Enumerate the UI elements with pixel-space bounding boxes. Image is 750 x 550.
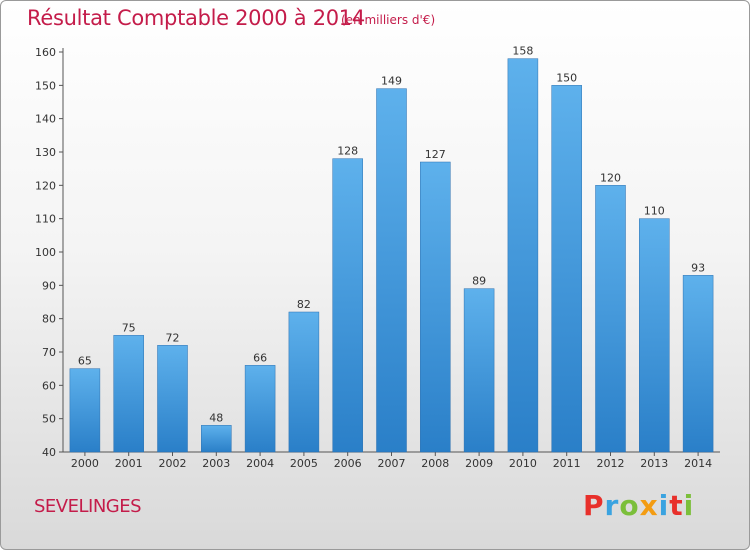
value-label-2005: 82: [297, 298, 311, 311]
bar-2007: [376, 88, 407, 453]
logo-letter: t: [669, 489, 684, 522]
y-tick-label: 50: [42, 413, 56, 426]
value-label-2006: 128: [337, 145, 358, 158]
value-label-2011: 150: [556, 71, 577, 84]
y-tick-label: 100: [35, 246, 56, 259]
logo-letter: r: [604, 489, 620, 522]
x-tick-label-2008: 2008: [421, 457, 449, 470]
value-label-2014: 93: [691, 261, 705, 274]
logo-letter: x: [639, 489, 659, 522]
bar-2012: [595, 185, 626, 453]
x-tick-label-2009: 2009: [465, 457, 493, 470]
y-tick-label: 160: [35, 46, 56, 59]
value-label-2013: 110: [644, 205, 665, 218]
bar-2005: [288, 311, 320, 453]
x-tick-label-2005: 2005: [290, 457, 318, 470]
x-tick-label-2013: 2013: [640, 457, 668, 470]
value-label-2004: 66: [253, 351, 267, 364]
y-tick-label: 40: [42, 446, 56, 459]
value-label-2007: 149: [381, 75, 402, 88]
logo-letter: P: [583, 489, 605, 522]
proxiti-logo: Proxiti: [583, 489, 694, 522]
y-tick-label: 110: [35, 213, 56, 226]
x-tick-label-2001: 2001: [115, 457, 143, 470]
x-tick-label-2000: 2000: [71, 457, 99, 470]
value-label-2001: 75: [122, 321, 136, 334]
y-tick-label: 120: [35, 179, 56, 192]
x-tick-label-2007: 2007: [378, 457, 406, 470]
x-tick-label-2004: 2004: [246, 457, 274, 470]
value-label-2010: 158: [512, 45, 533, 58]
value-label-2000: 65: [78, 355, 92, 368]
chart-title: Résultat Comptable 2000 à 2014: [27, 6, 365, 30]
commune-name: SEVELINGES: [34, 496, 142, 517]
bar-2009: [463, 288, 495, 453]
y-tick-label: 140: [35, 113, 56, 126]
logo-letter: o: [619, 489, 640, 522]
logo-letter: i: [658, 489, 670, 522]
bar-2014: [682, 275, 714, 453]
y-tick-label: 150: [35, 79, 56, 92]
x-tick-label-2006: 2006: [334, 457, 362, 470]
y-tick-label: 90: [42, 279, 56, 292]
y-tick-label: 70: [42, 346, 56, 359]
x-tick-label-2002: 2002: [159, 457, 187, 470]
bar-2013: [639, 218, 670, 453]
y-tick-label: 130: [35, 146, 56, 159]
x-tick-label-2012: 2012: [597, 457, 625, 470]
bar-2002: [157, 345, 188, 453]
logo-letter: i: [683, 489, 695, 522]
value-label-2012: 120: [600, 171, 621, 184]
y-tick-label: 80: [42, 313, 56, 326]
value-label-2003: 48: [209, 411, 223, 424]
y-tick-label: 60: [42, 379, 56, 392]
bar-2006: [332, 158, 363, 453]
x-tick-label-2003: 2003: [202, 457, 230, 470]
value-label-2009: 89: [472, 275, 486, 288]
bar-2003: [201, 425, 232, 453]
bar-2010: [507, 58, 539, 453]
x-tick-label-2011: 2011: [553, 457, 581, 470]
bar-2011: [551, 85, 582, 453]
x-tick-label-2014: 2014: [684, 457, 712, 470]
value-label-2002: 72: [166, 331, 180, 344]
chart-subtitle: (en milliers d'€): [341, 13, 436, 27]
bar-2000: [69, 368, 101, 453]
bar-2008: [420, 161, 451, 453]
bar-2001: [113, 335, 144, 453]
x-tick-label-2010: 2010: [509, 457, 537, 470]
bar-2004: [244, 365, 276, 453]
value-label-2008: 127: [425, 148, 446, 161]
